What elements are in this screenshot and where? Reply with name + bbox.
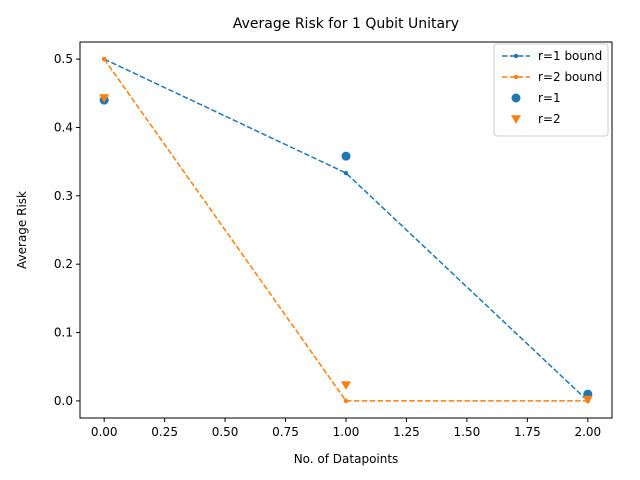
x-tick-label-8: 2.00 xyxy=(574,425,601,439)
plot-area: 0.00 0.25 0.50 0.75 1.00 1.25 1.50 1.75 2.00 0.0 0… xyxy=(54,41,613,439)
legend-marker-3 xyxy=(511,115,521,124)
y-tick-label-3: 0.3 xyxy=(54,189,73,203)
series-1-marker-1 xyxy=(343,398,349,404)
x-axis-label: No. of Datapoints xyxy=(294,452,399,466)
scatter-point-3-1 xyxy=(341,381,351,390)
legend: r=1 bound r=2 bound r=1 r=2 xyxy=(493,43,609,137)
x-tick-label-4: 1.00 xyxy=(333,425,360,439)
legend-marker-0 xyxy=(513,53,519,59)
y-axis-label: Average Risk xyxy=(15,191,29,269)
y-tick-label-2: 0.2 xyxy=(54,257,73,271)
x-tick-label-7: 1.75 xyxy=(514,425,541,439)
legend-box xyxy=(493,43,609,137)
legend-label-1: r=2 bound xyxy=(538,70,602,84)
y-tick-label-0: 0.0 xyxy=(54,394,73,408)
legend-label-0: r=1 bound xyxy=(538,49,602,63)
y-tick-label-5: 0.5 xyxy=(54,52,73,66)
chart-title: Average Risk for 1 Qubit Unitary xyxy=(233,16,459,32)
legend-marker-2 xyxy=(511,93,521,103)
x-tick-label-5: 1.25 xyxy=(393,425,420,439)
y-tick-label-4: 0.4 xyxy=(54,120,73,134)
y-tick-label-1: 0.1 xyxy=(54,326,73,340)
series-0-marker-1 xyxy=(343,170,349,176)
x-tick-label-1: 0.25 xyxy=(151,425,178,439)
x-tick-label-0: 0.00 xyxy=(91,425,118,439)
x-tick-label-2: 0.50 xyxy=(212,425,239,439)
legend-marker-1 xyxy=(513,74,519,80)
series-1-marker-0 xyxy=(101,56,107,62)
x-tick-label-6: 1.50 xyxy=(454,425,481,439)
scatter-point-3-2 xyxy=(582,395,593,405)
series-line-0 xyxy=(103,58,589,402)
scatter-point-3-0 xyxy=(99,94,110,103)
x-tick-label-3: 0.75 xyxy=(272,425,299,439)
legend-label-3: r=2 xyxy=(538,112,561,126)
legend-label-2: r=1 xyxy=(538,91,561,105)
scatter-point-2-1 xyxy=(341,151,351,161)
